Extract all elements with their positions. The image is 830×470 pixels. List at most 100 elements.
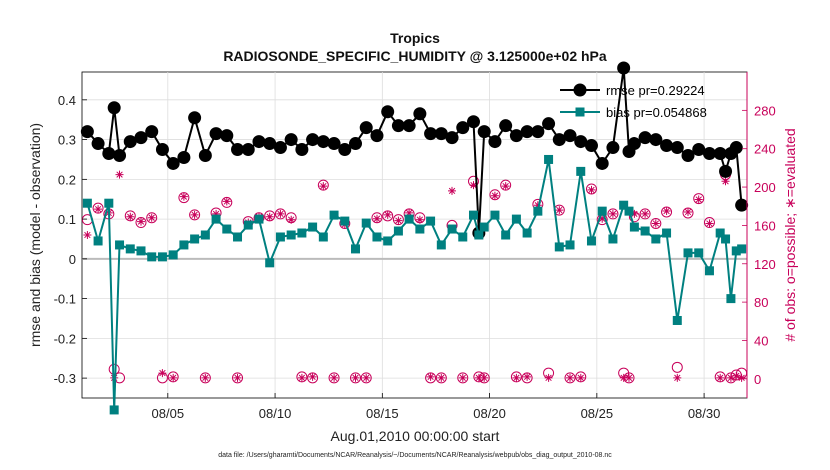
bias-point: [468, 210, 478, 220]
obs-evaluated-point: [726, 373, 735, 382]
bias-point: [426, 216, 436, 226]
bias-point: [254, 214, 264, 224]
legend: rmse pr=0.29224 bias pr=0.054868: [560, 83, 707, 120]
bias-point: [533, 206, 543, 216]
obs-possible-point: [360, 372, 372, 384]
obs-evaluated-point: [480, 373, 489, 382]
rmse-point: [627, 137, 641, 151]
rmse-point: [188, 111, 202, 125]
obs-evaluated-point: [276, 209, 285, 218]
bias-point: [82, 198, 92, 208]
obs-possible-point: [650, 217, 662, 229]
bias-point: [436, 240, 446, 250]
rmse-point: [445, 131, 459, 145]
rmse-point: [231, 143, 245, 157]
obs-possible-point: [371, 212, 383, 224]
obs-evaluated-point: [190, 210, 199, 219]
obs-possible-point: [500, 179, 512, 191]
rmse-point: [413, 107, 427, 121]
y-tick-label: -0.3: [54, 371, 76, 386]
obs-evaluated-point: [83, 231, 92, 239]
obs-possible-point: [124, 210, 136, 222]
obs-evaluated-point: [415, 215, 424, 224]
rmse-point: [113, 148, 127, 162]
rmse-point: [692, 143, 706, 157]
obs-possible-point: [317, 179, 329, 191]
bias-point: [168, 250, 178, 260]
rmse-point: [370, 129, 384, 143]
obs-evaluated-point: [351, 373, 360, 382]
bias-point: [694, 248, 704, 258]
data-file-footer: data file: /Users/gharamti/Documents/NCA…: [218, 452, 612, 459]
rmse-point: [499, 119, 513, 133]
bias-point: [522, 228, 532, 238]
obs-evaluated-point: [265, 212, 274, 221]
obs-possible-point: [661, 206, 673, 218]
rmse-point: [595, 156, 609, 170]
obs-possible-point: [189, 209, 201, 221]
bias-point: [715, 228, 725, 238]
obs-evaluated-point: [169, 373, 178, 382]
obs-possible-point: [682, 207, 694, 219]
obs-possible-point: [199, 372, 211, 384]
bias-point: [731, 246, 741, 256]
rmse-point: [220, 129, 234, 143]
rmse-point: [719, 164, 733, 178]
bias-point: [286, 230, 296, 240]
rmse-point: [670, 141, 684, 155]
y-tick-label: -0.2: [54, 331, 76, 346]
obs-possible-point: [307, 372, 319, 384]
rmse-point: [107, 101, 121, 115]
rmse-point: [735, 198, 749, 212]
obs-possible-point: [392, 214, 404, 226]
obs-evaluated-point: [115, 170, 124, 179]
rmse-point: [338, 143, 352, 157]
rmse-point: [316, 135, 330, 149]
rmse-point: [349, 137, 363, 151]
bias-point: [474, 230, 484, 240]
y-tick-label: 0.2: [58, 172, 76, 187]
rmse-point: [563, 129, 577, 143]
rmse-point: [638, 131, 652, 145]
obs-possible-point: [264, 210, 276, 222]
rmse-point: [145, 125, 159, 139]
y-tick-label: -0.1: [54, 292, 76, 307]
bias-point: [490, 210, 500, 220]
y2-tick-label: 80: [754, 295, 768, 310]
obs-possible-point: [714, 371, 726, 383]
bias-point: [233, 232, 243, 242]
y-tick-label: 0.3: [58, 133, 76, 148]
legend-rmse-marker: [573, 83, 587, 97]
rmse-point: [531, 125, 545, 139]
obs-evaluated-point: [437, 373, 446, 382]
obs-evaluated-point: [576, 373, 585, 382]
obs-possible-point: [703, 217, 715, 229]
obs-evaluated-point: [694, 195, 703, 204]
legend-rmse-label: rmse pr=0.29224: [606, 83, 705, 98]
obs-evaluated-point: [362, 373, 371, 382]
bias-point: [704, 266, 714, 276]
bias-point: [351, 244, 361, 254]
bias-point: [393, 226, 403, 236]
y2-tick-label: 240: [754, 142, 776, 157]
rmse-point: [520, 125, 534, 139]
rmse-point: [574, 135, 588, 149]
bias-point: [629, 222, 639, 232]
bias-point: [190, 234, 200, 244]
chart-subtitle: RADIOSONDE_SPECIFIC_HUMIDITY @ 3.125000e…: [223, 48, 607, 64]
obs-evaluated-point: [555, 206, 564, 215]
bias-point: [308, 222, 318, 232]
rmse-point: [729, 141, 743, 155]
rmse-point: [660, 139, 674, 153]
obs-evaluated-point: [308, 372, 317, 381]
bias-point: [157, 252, 167, 262]
rmse-point: [306, 133, 320, 147]
obs-evaluated-point: [630, 209, 639, 218]
y2-tick-label: 160: [754, 218, 776, 233]
rmse-point: [606, 141, 620, 155]
bias-point: [200, 230, 210, 240]
obs-evaluated-point: [523, 372, 532, 381]
obs-evaluated-point: [179, 192, 188, 201]
obs-possible-point: [274, 208, 286, 220]
obs-possible-point: [296, 371, 308, 383]
